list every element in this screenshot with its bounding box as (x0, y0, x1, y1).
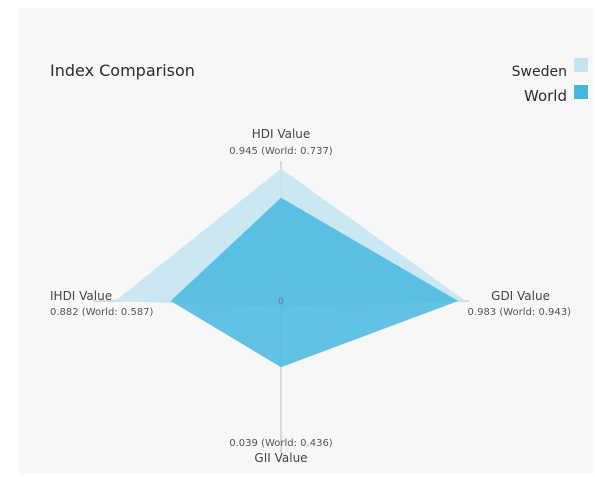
axis-value-hdi: 0.945 (World: 0.737) (229, 146, 333, 157)
legend-label-world: World (524, 87, 567, 105)
legend-swatch-world (574, 85, 588, 99)
legend-swatch-sweden (574, 58, 588, 72)
chart-card: Index Comparison Sweden World 0 HDI Valu… (19, 8, 593, 474)
radar-chart: Index Comparison Sweden World 0 HDI Valu… (50, 58, 588, 465)
chart-title: Index Comparison (50, 61, 195, 80)
center-label: 0 (278, 297, 284, 307)
axis-label-gii: GII Value (254, 451, 307, 465)
series-polygon-world (170, 197, 459, 368)
axis-label-gdi: GDI Value (491, 289, 550, 303)
axis-label-ihdi: IHDI Value (50, 289, 112, 303)
axis-value-gdi: 0.983 (World: 0.943) (468, 307, 572, 318)
axis-value-gii: 0.039 (World: 0.436) (229, 438, 333, 449)
axis-value-ihdi: 0.882 (World: 0.587) (50, 307, 154, 318)
axis-label-hdi: HDI Value (252, 127, 311, 141)
legend-label-sweden: Sweden (512, 64, 567, 80)
legend: Sweden World (512, 58, 588, 105)
